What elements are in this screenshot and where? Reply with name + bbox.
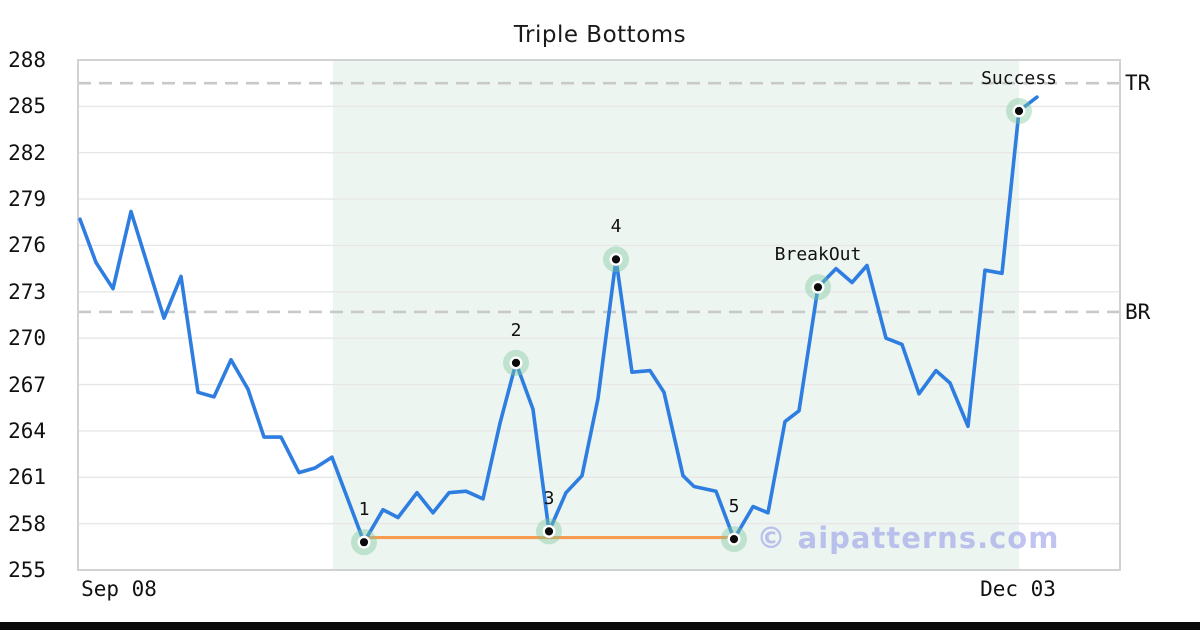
plot-border <box>77 59 1121 571</box>
marker-dot-4 <box>611 255 621 264</box>
level-label-BR: BR <box>1125 299 1151 324</box>
y-tick-276: 276 <box>8 233 46 258</box>
y-tick-282: 282 <box>8 140 46 165</box>
marker-label-4: 4 <box>610 216 622 238</box>
marker-label-2: 2 <box>510 319 522 341</box>
marker-dot-5 <box>729 534 739 544</box>
y-tick-255: 255 <box>8 558 46 582</box>
y-tick-258: 258 <box>8 511 46 536</box>
marker-dot-2 <box>511 358 521 368</box>
price-line <box>78 95 1039 544</box>
markers-group <box>351 98 1032 556</box>
bottom-bar <box>0 622 1200 630</box>
y-tick-288: 288 <box>8 48 46 72</box>
marker-dot-1 <box>359 538 369 547</box>
y-tick-264: 264 <box>8 418 46 443</box>
watermark: © aipatterns.com <box>756 521 1060 555</box>
marker-label-Success: Success <box>981 68 1057 89</box>
marker-dot-3 <box>544 527 554 536</box>
y-tick-279: 279 <box>8 187 46 212</box>
price-line-group <box>78 95 1039 544</box>
y-tick-261: 261 <box>8 465 46 490</box>
marker-dot-Success <box>1014 106 1024 116</box>
plot-border-group <box>77 59 1121 571</box>
marker-label-5: 5 <box>728 496 740 518</box>
chart-title: Triple Bottoms <box>513 22 687 48</box>
marker-dot-BreakOut <box>813 283 823 292</box>
marker-label-1: 1 <box>358 499 370 521</box>
y-tick-285: 285 <box>8 94 46 119</box>
y-tick-267: 267 <box>8 372 46 397</box>
marker-label-3: 3 <box>543 488 555 510</box>
level-label-TR: TR <box>1125 71 1151 96</box>
level-lines-group <box>78 81 1120 314</box>
marker-label-BreakOut: BreakOut <box>774 244 862 266</box>
x-tick-Dec-03: Dec 03 <box>980 577 1056 601</box>
y-tick-273: 273 <box>8 279 46 304</box>
pattern-band-group <box>333 61 1019 569</box>
x-tick-Sep-08: Sep 08 <box>81 577 157 601</box>
pattern-zone <box>333 61 1019 569</box>
y-tick-270: 270 <box>8 326 46 351</box>
